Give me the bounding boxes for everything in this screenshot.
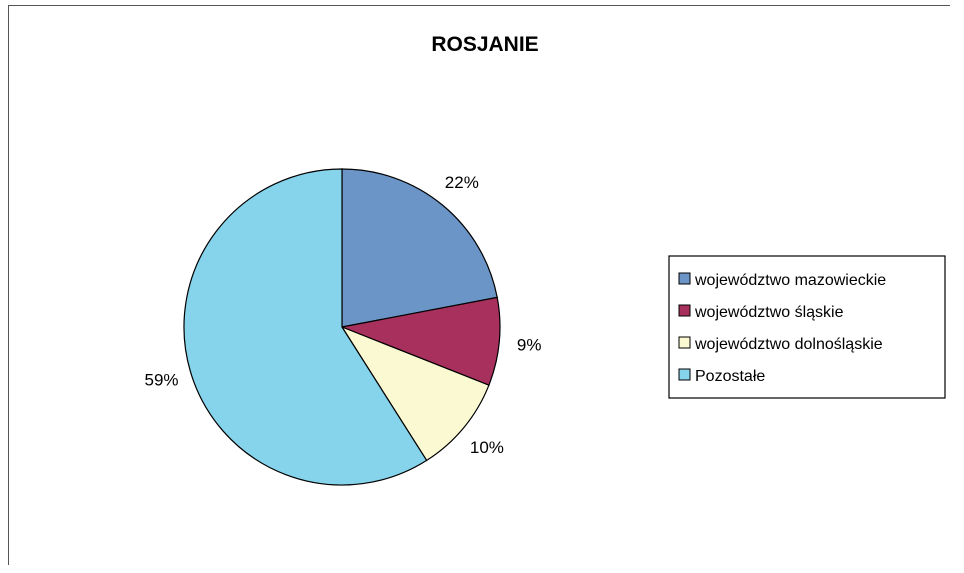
pie-slice-0	[341, 168, 498, 328]
legend-label-3: Pozostałe	[695, 368, 765, 385]
legend-label-1: województwo śląskie	[694, 304, 844, 321]
chart-frame	[8, 5, 950, 565]
pie-data-label-2: 10%	[470, 438, 504, 457]
legend-swatch-1	[678, 304, 691, 317]
legend: województwo mazowieckie województwo śląsk…	[668, 255, 946, 399]
chart-title: ROSJANIE	[431, 33, 538, 56]
pie-data-label-3: 59%	[144, 371, 178, 390]
pie-data-label-0: 22%	[445, 173, 479, 192]
pie-slices	[183, 168, 501, 486]
pie-slice-2	[340, 325, 490, 462]
pie-data-label-1: 9%	[517, 336, 542, 355]
legend-label-0: województwo mazowieckie	[694, 272, 886, 289]
legend-swatch-0	[678, 272, 691, 285]
legend-swatch-3	[678, 368, 691, 381]
pie-data-labels: 22% 9% 10% 59%	[144, 173, 541, 457]
legend-swatch-2	[678, 336, 691, 349]
legend-box	[668, 255, 946, 399]
legend-label-2: województwo dolnośląskie	[694, 336, 883, 353]
pie-slice-1	[339, 296, 501, 386]
pie-slice-3	[183, 168, 428, 486]
